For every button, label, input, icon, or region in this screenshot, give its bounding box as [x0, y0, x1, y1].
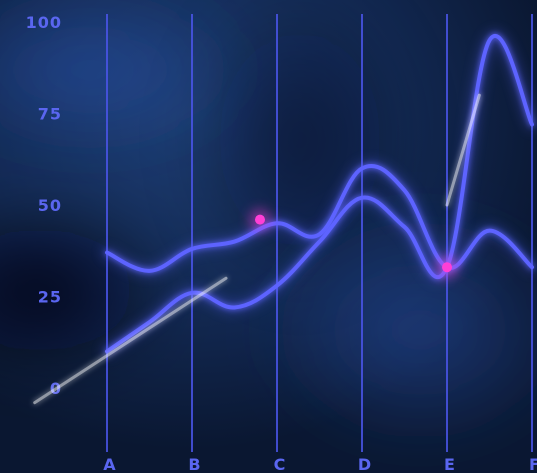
x-tick-label: C: [274, 455, 287, 473]
y-tick-label: 100: [26, 13, 62, 32]
y-tick-label: 50: [38, 196, 62, 215]
x-tick-label: F: [529, 455, 537, 473]
x-tick-label: A: [103, 455, 116, 473]
point-marker: [255, 214, 265, 225]
x-tick-label: B: [188, 455, 201, 473]
background-glow: [260, 210, 537, 450]
x-axis-ticks: A B C D E F: [103, 455, 537, 473]
background-glow: [0, 0, 250, 150]
gridlines: [106, 14, 533, 452]
highlight-streak: [445, 93, 481, 207]
point-marker: [442, 262, 452, 273]
point-markers: [249, 208, 458, 279]
y-tick-label: 25: [38, 288, 62, 307]
x-tick-label: E: [444, 455, 456, 473]
series-lines: [33, 20, 537, 405]
series-line: [105, 34, 534, 354]
y-tick-label: 75: [38, 105, 62, 124]
x-tick-label: D: [358, 455, 372, 473]
highlight-streak: [33, 276, 228, 405]
